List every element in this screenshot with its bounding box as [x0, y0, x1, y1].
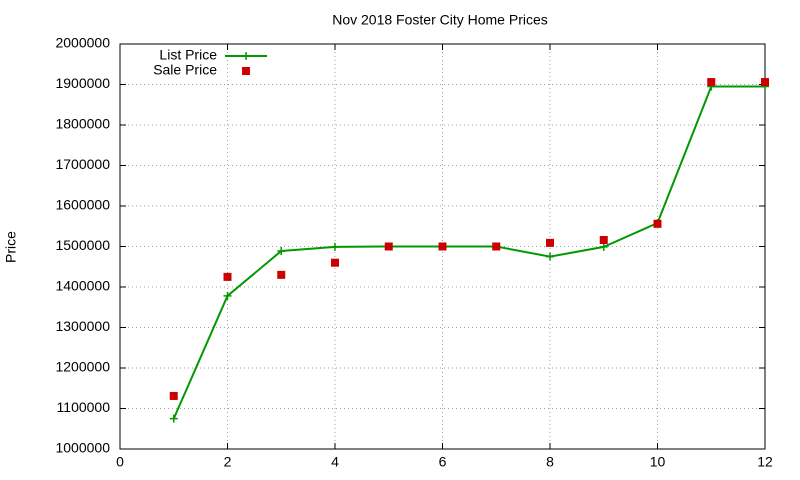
x-tick-label: 4 [331, 454, 339, 470]
x-tick-label: 8 [546, 454, 554, 470]
y-tick-label: 1400000 [55, 278, 110, 294]
x-tick-label: 10 [650, 454, 666, 470]
data-point [223, 272, 232, 281]
x-tick-label: 6 [439, 454, 447, 470]
y-tick-label: 2000000 [55, 35, 110, 51]
data-point [546, 252, 554, 261]
y-tick-label: 1800000 [55, 116, 110, 132]
data-point [331, 258, 339, 267]
data-point [277, 246, 286, 255]
data-point [761, 78, 769, 87]
data-point [653, 219, 662, 228]
y-axis-label: Price [3, 231, 19, 263]
legend-marker [242, 52, 250, 60]
x-tick-label: 0 [116, 454, 124, 470]
chart-title: Nov 2018 Foster City Home Prices [332, 12, 548, 28]
y-tick-label: 1900000 [55, 75, 110, 91]
data-point [546, 238, 554, 247]
data-point [169, 414, 178, 423]
data-point [707, 78, 716, 87]
y-tick-label: 1100000 [57, 399, 111, 415]
series-line [172, 85, 765, 420]
data-point [277, 270, 286, 279]
legend-label: List Price [159, 47, 217, 63]
y-tick-label: 1300000 [55, 318, 110, 334]
legend-label: Sale Price [153, 62, 217, 78]
data-point [599, 236, 608, 245]
y-tick-label: 1600000 [55, 197, 110, 213]
data-point [384, 242, 393, 251]
x-tick-label: 12 [757, 454, 773, 470]
y-tick-label: 1000000 [55, 440, 110, 456]
data-point [331, 242, 339, 251]
x-tick-label: 2 [224, 454, 232, 470]
y-tick-label: 1700000 [55, 156, 110, 172]
data-point [492, 242, 501, 251]
data-point [169, 391, 178, 400]
data-point [438, 242, 447, 251]
data-point [599, 242, 608, 251]
y-tick-label: 1500000 [55, 237, 110, 253]
y-tick-label: 1200000 [55, 359, 110, 375]
plot-frame [119, 43, 766, 450]
legend-marker [242, 67, 250, 75]
data-point [223, 291, 232, 300]
